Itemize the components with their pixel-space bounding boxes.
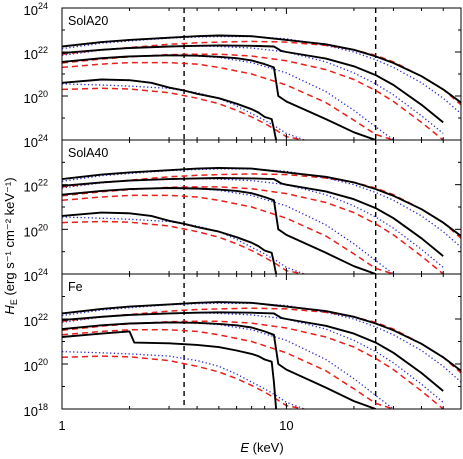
y-axis-symbol: H [2,305,17,315]
series-line-red [62,307,461,374]
series-line-black [62,211,278,274]
series-group [62,301,461,409]
panel-fe: Fe [61,273,462,410]
series-line-blue [62,45,444,134]
y-axis-title: HE (erg s⁻¹ cm⁻² keV⁻¹) [2,177,19,314]
series-group [62,34,461,140]
series-line-black [62,54,377,140]
y-tick-label: 1018 [24,402,48,419]
series-line-black [62,166,461,237]
series-line-red [62,173,461,239]
series-line-black [62,34,461,104]
series-line-red [62,320,444,409]
y-tick-label: 1022 [24,45,48,62]
series-line-red [62,87,305,140]
x-tick-label: 1 [58,418,65,433]
series-line-blue [62,83,305,140]
y-tick-label: 1024 [24,1,48,18]
series-line-red [62,220,305,274]
y-tick-label: 1020 [24,222,48,239]
series-line-blue [62,312,444,403]
y-tick-labels: 1020 1022 1024 1020 1022 1024 1020 1022 1024 1018 [24,1,48,419]
panel-frame [61,7,462,141]
panel-label: SolA20 [68,14,108,28]
series-group [62,166,461,274]
y-tick-label: 1024 [24,133,48,150]
series-line-red [62,355,305,409]
panel-sola20: SolA20 [61,7,462,141]
panel-label: SolA40 [68,146,108,160]
series-line-black [62,311,444,392]
y-tick-label: 1022 [24,312,48,329]
series-line-black [62,78,278,140]
y-tick-label: 1022 [24,178,48,195]
series-line-black [62,177,444,257]
x-axis-symbol: E [240,440,249,455]
series-line-red [62,329,394,409]
x-axis-title: E (keV) [240,440,283,455]
y-tick-label: 1024 [24,267,48,284]
panel-sola40: SolA40 [61,139,462,275]
series-line-red [62,186,444,274]
series-line-black [62,321,377,409]
series-line-red [62,53,444,140]
series-line-blue [62,177,444,268]
x-tick-labels: 1 10 [58,418,293,433]
series-line-blue [62,350,305,409]
series-line-red [62,194,394,274]
panel-label: Fe [68,280,83,294]
y-axis-subscript: E [9,299,19,305]
panel-frame [61,139,462,275]
panel-frame [61,273,462,410]
series-line-blue [62,216,305,274]
series-line-black [62,187,377,274]
series-line-black [62,301,461,372]
y-tick-label: 1020 [24,357,48,374]
x-tick-label: 10 [279,418,293,433]
series-line-black [62,44,444,124]
series-line-black [62,330,278,409]
series-line-red [62,40,461,106]
x-axis-unit: (keV) [253,440,284,455]
y-tick-label: 1020 [24,89,48,106]
panels-layer: SolA20 SolA40 Fe [61,7,462,410]
y-axis-unit: (erg s⁻¹ cm⁻² keV⁻¹) [2,177,17,295]
series-line-red [62,61,394,140]
